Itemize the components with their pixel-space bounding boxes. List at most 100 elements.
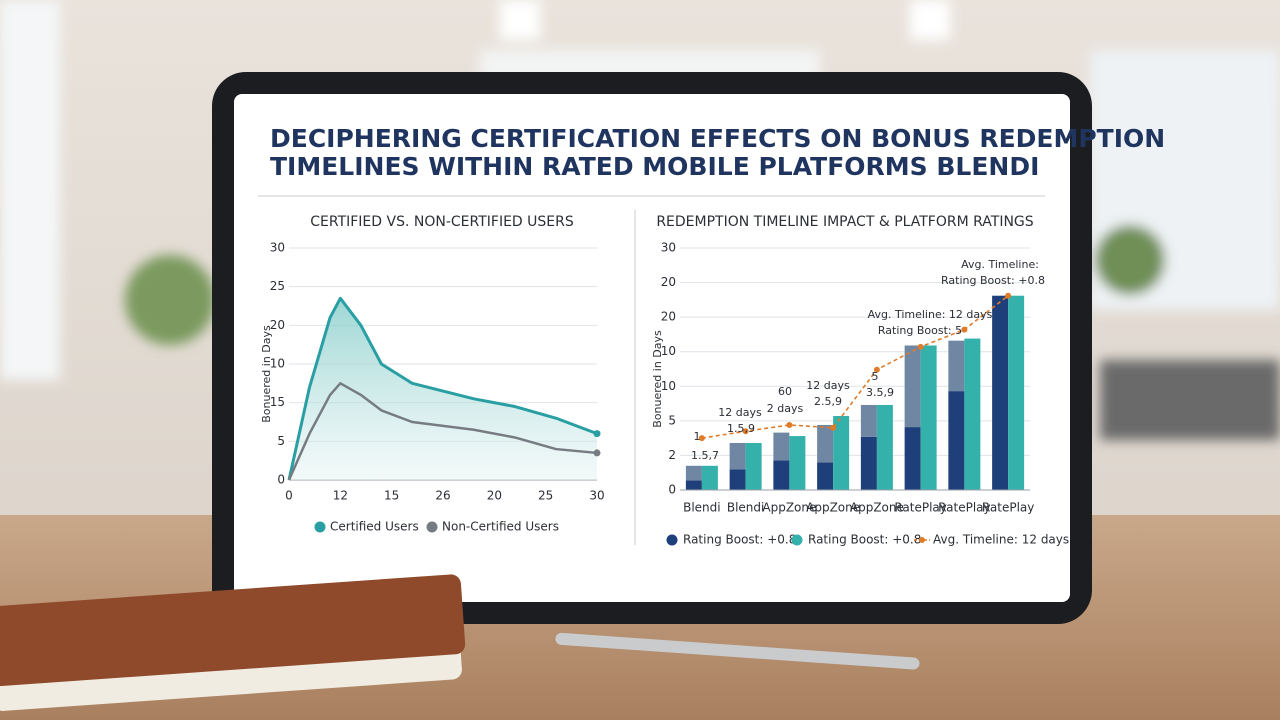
x-tick-label: 30 <box>589 489 604 503</box>
y-tick-label: 30 <box>661 241 676 255</box>
bar <box>773 460 790 490</box>
annotation: 12 days <box>806 379 850 392</box>
x-tick-label: Blendi <box>683 501 721 515</box>
end-dot <box>593 449 601 457</box>
x-tick-label: AppZone <box>806 501 860 515</box>
bar <box>860 404 877 437</box>
y-tick-label: 15 <box>270 395 285 409</box>
notebook <box>0 574 466 711</box>
ceiling-light <box>500 0 540 40</box>
x-tick-label: RatePlay <box>982 501 1035 515</box>
bar <box>745 442 762 490</box>
bar <box>789 436 806 490</box>
legend-label: Certified Users <box>330 520 419 534</box>
legend-label: Rating Boost: +0.8 <box>683 533 796 547</box>
bar <box>876 404 893 490</box>
annotation: Avg. Timeline: <box>961 258 1039 271</box>
window <box>0 0 60 380</box>
avg-dot <box>786 422 793 429</box>
bar <box>701 465 718 490</box>
x-tick-label: RatePlay <box>938 501 991 515</box>
legend-label: Rating Boost: +0.8 <box>808 533 921 547</box>
bar <box>948 391 965 490</box>
legend-swatch <box>666 534 678 546</box>
bar <box>992 295 1009 490</box>
y-tick-label: 30 <box>270 241 285 255</box>
avg-dot <box>830 424 837 431</box>
pen <box>555 632 920 670</box>
bar <box>817 462 834 490</box>
notebook-cover <box>0 574 466 687</box>
bar <box>964 338 981 490</box>
plant <box>1095 225 1165 295</box>
y-tick-label: 10 <box>661 344 676 358</box>
avg-dot <box>698 435 705 442</box>
x-tick-label: RatePlay <box>894 501 947 515</box>
chart-title: CERTIFIED VS. NON-CERTIFIED USERS <box>310 214 574 230</box>
legend-swatch <box>791 534 803 546</box>
bar <box>920 345 937 490</box>
y-tick-label: 20 <box>270 318 285 332</box>
legend-label: Avg. Timeline: 12 days <box>933 533 1069 547</box>
annotation: Avg. Timeline: 12 days <box>868 308 993 321</box>
line <box>287 296 598 481</box>
bar <box>860 436 877 490</box>
y-axis-label: Bonuered in Days <box>260 325 273 423</box>
y-tick-label: 5 <box>668 413 676 427</box>
avg-dot <box>961 326 968 333</box>
y-axis-label: Bonuered in Days <box>651 330 664 428</box>
office-blur <box>0 0 1280 440</box>
annotation: 1.5,9 <box>727 422 755 435</box>
avg-dot <box>742 428 749 435</box>
annotation: 3.5,9 <box>866 386 894 399</box>
y-tick-label: 5 <box>277 434 285 448</box>
x-tick-label: Blendi <box>727 501 765 515</box>
x-tick-label: 25 <box>538 489 553 503</box>
y-tick-label: 10 <box>270 357 285 371</box>
legend-swatch <box>426 521 438 533</box>
end-dot <box>593 430 601 438</box>
chart-title: REDEMPTION TIMELINE IMPACT & PLATFORM RA… <box>656 214 1033 230</box>
bar <box>817 425 834 463</box>
line <box>287 382 598 481</box>
y-tick-label: 20 <box>661 310 676 324</box>
bar <box>948 340 965 392</box>
bar <box>1008 295 1025 490</box>
bar <box>833 416 850 490</box>
legend-swatch <box>314 521 326 533</box>
avg-dot <box>1005 292 1012 299</box>
annotation: 2 days <box>767 402 804 415</box>
y-tick-label: 0 <box>668 483 676 497</box>
legend-label: Non-Certified Users <box>442 520 559 534</box>
x-tick-label: 15 <box>384 489 399 503</box>
furniture <box>1100 360 1280 440</box>
avg-line <box>701 295 1009 439</box>
bar <box>773 432 790 461</box>
annotation: Rating Boost: 5 <box>878 324 962 337</box>
bar <box>904 427 921 490</box>
avg-dot <box>873 366 880 373</box>
area <box>289 298 597 480</box>
bar <box>685 465 702 481</box>
x-tick-label: 20 <box>487 489 502 503</box>
y-tick-label: 0 <box>277 473 285 487</box>
bar <box>729 442 746 470</box>
ceiling-light <box>910 0 950 40</box>
annotation: 1.5,7 <box>691 449 719 462</box>
x-tick-label: AppZone <box>762 501 816 515</box>
avg-dot <box>917 343 924 350</box>
annotation: 60 <box>778 385 792 398</box>
bar <box>685 480 702 490</box>
annotation: 12 days <box>718 406 762 419</box>
y-tick-label: 10 <box>661 379 676 393</box>
annotation: 5 <box>872 370 879 383</box>
legend-swatch <box>919 537 925 543</box>
x-tick-label: AppZone <box>850 501 904 515</box>
y-tick-label: 25 <box>270 279 285 293</box>
annotation: 2.5,9 <box>814 395 842 408</box>
page-title: TIMELINES WITHIN RATED MOBILE PLATFORMS … <box>270 152 1039 181</box>
x-tick-label: 0 <box>285 489 293 503</box>
bar <box>729 469 746 490</box>
